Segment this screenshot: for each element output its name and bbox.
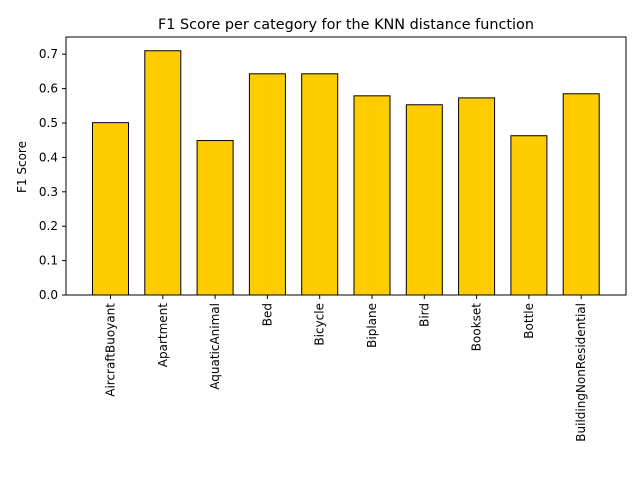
y-tick-label: 0.1 (39, 254, 58, 268)
y-axis-label: F1 Score (15, 141, 29, 193)
chart-title: F1 Score per category for the KNN distan… (158, 17, 534, 33)
bar-AquaticAnimal (196, 140, 234, 296)
y-tick-label: 0.5 (39, 116, 58, 130)
x-tick-label: Bottle (522, 303, 536, 339)
y-axis-ticks: 0.0 0.1 0.2 0.3 0.4 0.5 0.6 0.7 (39, 47, 66, 302)
bar-Biplane (353, 95, 391, 296)
y-tick-label: 0.6 (39, 82, 58, 96)
y-tick-label: 0.7 (39, 47, 58, 61)
bar-Bottle (510, 135, 548, 296)
plot-frame (65, 36, 627, 296)
x-tick-label: Bicycle (313, 303, 327, 346)
x-tick-label: Biplane (365, 303, 379, 348)
bar-Bed (248, 73, 286, 296)
y-tick-label: 0.3 (39, 185, 58, 199)
bar-Bookset (458, 97, 496, 296)
bars-group (92, 50, 600, 296)
x-tick-label: AircraftBuoyant (104, 303, 118, 397)
x-tick-label: Bird (417, 303, 431, 327)
bar-AircraftBuoyant (92, 122, 129, 296)
x-tick-label: BuildingNonResidential (574, 303, 588, 442)
x-axis-ticks: AircraftBuoyant Apartment AquaticAnimal Bed… (104, 295, 588, 442)
bar-BuildingNonResidential (562, 93, 600, 296)
x-tick-label: Apartment (156, 303, 170, 367)
bar-Bicycle (301, 73, 339, 296)
x-tick-label: Bed (260, 303, 274, 326)
x-tick-label: Bookset (470, 303, 484, 352)
y-tick-label: 0.2 (39, 219, 58, 233)
bar-Bird (405, 104, 443, 296)
x-tick-label: AquaticAnimal (208, 303, 222, 390)
y-tick-label: 0.0 (39, 288, 58, 302)
y-tick-label: 0.4 (39, 150, 58, 164)
bar-Apartment (144, 50, 182, 296)
